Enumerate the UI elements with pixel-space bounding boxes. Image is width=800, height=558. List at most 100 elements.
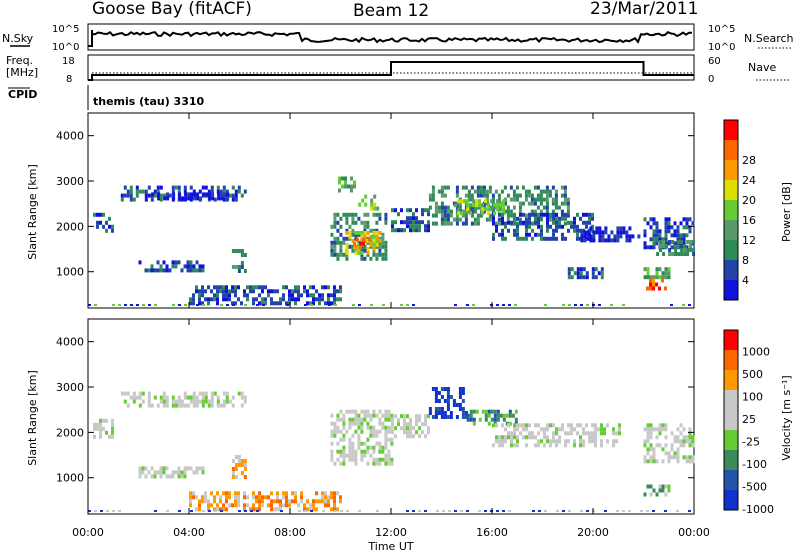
- heatmap-cell: [664, 484, 668, 489]
- heatmap-cell: [216, 403, 220, 408]
- heatmap-cell: [682, 439, 686, 444]
- heatmap-cell: [336, 491, 339, 496]
- heatmap-cell: [622, 510, 625, 512]
- heatmap-cell: [234, 285, 237, 290]
- heatmap-cell: [384, 437, 388, 442]
- heatmap-cell: [234, 193, 238, 198]
- heatmap-cell: [431, 221, 435, 226]
- heatmap-cell: [686, 252, 690, 256]
- heatmap-cell: [455, 221, 459, 226]
- heatmap-cell: [598, 238, 602, 243]
- heatmap-cell: [406, 304, 409, 306]
- heatmap-cell: [288, 297, 291, 302]
- heatmap-cell: [566, 209, 570, 214]
- heatmap-cell: [336, 429, 340, 434]
- heatmap-cell: [525, 427, 528, 432]
- heatmap-cell: [573, 216, 576, 221]
- heatmap-cell: [579, 443, 582, 448]
- heatmap-cell: [126, 193, 130, 198]
- heatmap-cell: [192, 268, 196, 273]
- heatmap-cell: [222, 197, 226, 202]
- heatmap-cell: [418, 224, 421, 229]
- heatmap-cell: [688, 455, 692, 460]
- heatmap-cell: [511, 413, 515, 418]
- heatmap-cell: [406, 430, 409, 435]
- heatmap-cell: [610, 238, 614, 243]
- heatmap-cell: [661, 271, 665, 276]
- heatmap-cell: [246, 495, 249, 500]
- heatmap-cell: [126, 189, 130, 194]
- heatmap-cell: [561, 232, 564, 237]
- heatmap-cell: [261, 285, 264, 290]
- heatmap-cell: [258, 491, 261, 496]
- heatmap-cell: [580, 510, 583, 512]
- heatmap-cell: [234, 499, 237, 504]
- heatmap-cell: [446, 391, 450, 395]
- heatmap-cell: [546, 224, 549, 229]
- x-tick-label: 00:00: [678, 526, 710, 539]
- heatmap-cell: [437, 189, 441, 194]
- heatmap-cell: [574, 304, 577, 306]
- heatmap-cell: [527, 201, 531, 206]
- heatmap-cell: [390, 425, 394, 430]
- heatmap-cell: [434, 395, 438, 399]
- heatmap-cell: [600, 439, 603, 444]
- heatmap-cell: [381, 244, 385, 249]
- heatmap-cell: [126, 391, 130, 396]
- heatmap-cell: [288, 293, 291, 298]
- heatmap-cell: [372, 228, 376, 233]
- heatmap-cell: [237, 185, 241, 190]
- heatmap-cell: [506, 209, 510, 214]
- heatmap-cell: [478, 510, 481, 512]
- heatmap-cell: [649, 237, 653, 242]
- heatmap-cell: [667, 267, 671, 272]
- heatmap-cell: [333, 297, 336, 302]
- heatmap-cell: [378, 212, 382, 217]
- heatmap-cell: [361, 198, 365, 203]
- heatmap-cell: [682, 237, 686, 242]
- heatmap-cell: [566, 197, 570, 202]
- heatmap-cell: [403, 220, 406, 225]
- heatmap-cell: [658, 431, 662, 436]
- heatmap-cell: [368, 237, 372, 242]
- heatmap-cell: [514, 417, 518, 422]
- heatmap-cell: [542, 189, 546, 194]
- heatmap-cell: [428, 193, 432, 198]
- heatmap-cell: [384, 240, 388, 245]
- heatmap-cell: [431, 185, 435, 190]
- heatmap-cell: [375, 238, 379, 243]
- heatmap-cell: [546, 216, 549, 221]
- heatmap-cell: [306, 289, 309, 294]
- heatmap-cell: [297, 293, 300, 298]
- heatmap-cell: [333, 236, 337, 241]
- heatmap-cell: [566, 205, 570, 210]
- heatmap-cell: [327, 503, 330, 508]
- heatmap-cell: [598, 234, 602, 239]
- heatmap-cell: [534, 216, 537, 221]
- heatmap-cell: [496, 203, 500, 208]
- heatmap-cell: [437, 205, 441, 210]
- heatmap-cell: [166, 192, 170, 197]
- heatmap-cell: [673, 439, 677, 444]
- heatmap-cell: [351, 445, 355, 450]
- heatmap-cell: [354, 220, 358, 225]
- heatmap-cell: [688, 229, 692, 234]
- heatmap-cell: [297, 285, 300, 290]
- heatmap-cell: [339, 461, 343, 466]
- heatmap-cell: [309, 293, 312, 298]
- heatmap-cell: [216, 399, 220, 404]
- heatmap-cell: [549, 423, 552, 428]
- heatmap-cell: [525, 220, 528, 225]
- heatmap-cell: [312, 285, 315, 290]
- heatmap-cell: [210, 403, 214, 408]
- heatmap-cell: [522, 220, 525, 225]
- heatmap-cell: [646, 267, 650, 272]
- heatmap-cell: [150, 403, 154, 408]
- heatmap-cell: [351, 433, 355, 438]
- heatmap-cell: [237, 495, 240, 500]
- heatmap-cell: [552, 216, 555, 221]
- heatmap-cell: [96, 426, 99, 431]
- heatmap-cell: [524, 213, 528, 218]
- freq-left-label-2: [MHz]: [6, 66, 38, 79]
